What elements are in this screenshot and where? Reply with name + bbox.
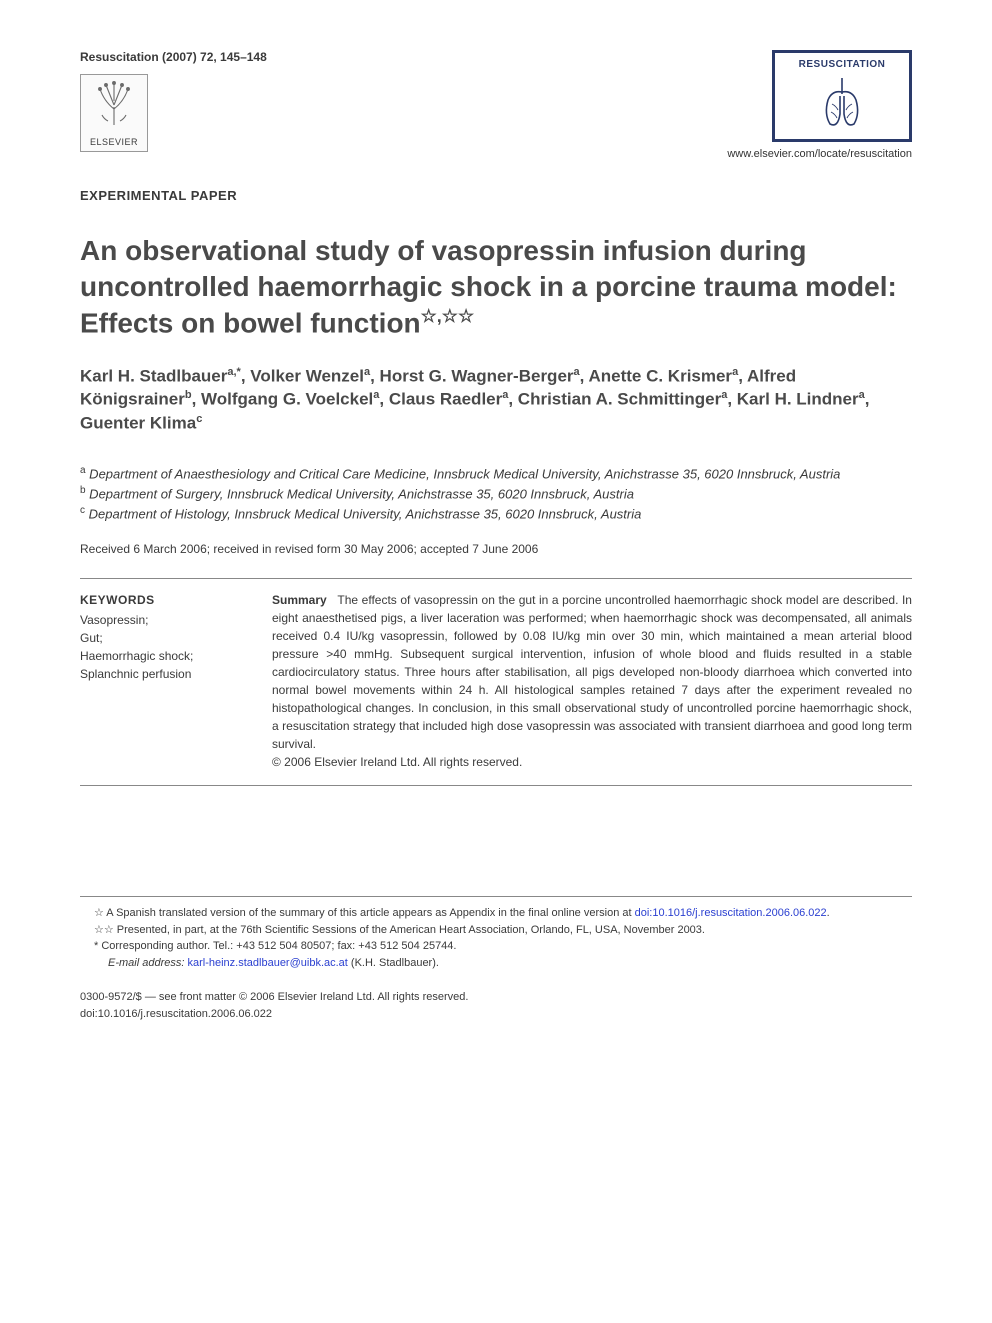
- keywords-heading: KEYWORDS: [80, 591, 248, 609]
- journal-url: www.elsevier.com/locate/resuscitation: [727, 148, 912, 160]
- page: Resuscitation (2007) 72, 145–148: [0, 0, 992, 1062]
- article-title: An observational study of vasopressin in…: [80, 233, 912, 341]
- keywords-list: Vasopressin;Gut;Haemorrhagic shock;Splan…: [80, 611, 248, 683]
- journal-name: RESUSCITATION: [799, 59, 886, 70]
- front-matter-line1: 0300-9572/$ — see front matter © 2006 El…: [80, 989, 912, 1006]
- footnote-star1-text: ☆ A Spanish translated version of the su…: [94, 907, 635, 919]
- footnote-doi-link[interactable]: doi:10.1016/j.resuscitation.2006.06.022: [635, 907, 827, 919]
- abstract-block: KEYWORDS Vasopressin;Gut;Haemorrhagic sh…: [80, 578, 912, 786]
- publisher-logo: ELSEVIER: [80, 74, 148, 152]
- email-label: E-mail address:: [108, 957, 184, 969]
- title-text: An observational study of vasopressin in…: [80, 235, 897, 338]
- corresponding-email-link[interactable]: karl-heinz.stadlbauer@uibk.ac.at: [187, 957, 347, 969]
- affiliation-line: b Department of Surgery, Innsbruck Medic…: [80, 484, 912, 504]
- keyword-item: Gut;: [80, 629, 248, 647]
- keyword-item: Splanchnic perfusion: [80, 665, 248, 683]
- keyword-item: Vasopressin;: [80, 611, 248, 629]
- summary-body: The effects of vasopressin on the gut in…: [272, 593, 912, 751]
- publisher-name: ELSEVIER: [90, 137, 138, 147]
- article-dates: Received 6 March 2006; received in revis…: [80, 542, 912, 556]
- email-person: (K.H. Stadlbauer).: [348, 957, 439, 969]
- footnote-star1-suffix: .: [827, 907, 830, 919]
- affiliation-line: c Department of Histology, Innsbruck Med…: [80, 504, 912, 524]
- journal-cover-box: RESUSCITATION: [772, 50, 912, 142]
- title-footnote-marks: ☆,☆☆: [421, 306, 474, 326]
- header-left: Resuscitation (2007) 72, 145–148: [80, 50, 267, 152]
- keyword-item: Haemorrhagic shock;: [80, 647, 248, 665]
- footnote-corresponding: * Corresponding author. Tel.: +43 512 50…: [80, 938, 912, 955]
- author-list: Karl H. Stadlbauera,*, Volker Wenzela, H…: [80, 365, 912, 436]
- section-type: EXPERIMENTAL PAPER: [80, 188, 912, 203]
- affiliations: a Department of Anaesthesiology and Crit…: [80, 464, 912, 525]
- header-right: RESUSCITATION ww: [727, 50, 912, 160]
- summary-column: Summary The effects of vasopressin on th…: [272, 591, 912, 771]
- footnote-email-line: E-mail address: karl-heinz.stadlbauer@ui…: [80, 955, 912, 972]
- journal-lungs-icon: [818, 74, 866, 130]
- front-matter-doi: doi:10.1016/j.resuscitation.2006.06.022: [80, 1006, 912, 1023]
- summary-label: Summary: [272, 593, 327, 607]
- keywords-column: KEYWORDS Vasopressin;Gut;Haemorrhagic sh…: [80, 591, 248, 771]
- publisher-tree-icon: [90, 79, 138, 127]
- header-row: Resuscitation (2007) 72, 145–148: [80, 50, 912, 160]
- footnote-star2: ☆☆ Presented, in part, at the 76th Scien…: [80, 922, 912, 939]
- front-matter: 0300-9572/$ — see front matter © 2006 El…: [80, 989, 912, 1022]
- footnotes: ☆ A Spanish translated version of the su…: [80, 896, 912, 971]
- citation-line: Resuscitation (2007) 72, 145–148: [80, 50, 267, 64]
- affiliation-line: a Department of Anaesthesiology and Crit…: [80, 464, 912, 484]
- summary-copyright: © 2006 Elsevier Ireland Ltd. All rights …: [272, 755, 522, 769]
- footnote-star1: ☆ A Spanish translated version of the su…: [80, 905, 912, 922]
